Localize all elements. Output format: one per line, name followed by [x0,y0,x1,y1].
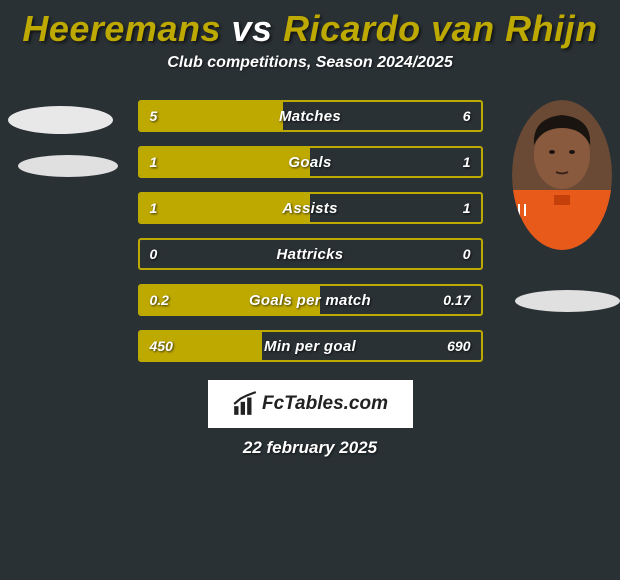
player2-name: Ricardo van Rhijn [283,8,598,49]
subtitle: Club competitions, Season 2024/2025 [0,54,620,72]
stat-label: Assists [140,194,481,222]
stat-row: 0.2Goals per match0.17 [138,284,483,316]
player1-name: Heeremans [22,8,221,49]
logo-box: FcTables.com [208,380,413,428]
stat-bars: 5Matches61Goals11Assists10Hattricks00.2G… [138,100,483,362]
stat-label: Min per goal [140,332,481,360]
stat-row: 1Assists1 [138,192,483,224]
stat-value-right: 6 [463,102,471,130]
stat-row: 0Hattricks0 [138,238,483,270]
stat-label: Hattricks [140,240,481,268]
date-line: 22 february 2025 [0,438,620,458]
stat-value-right: 0.17 [443,286,470,314]
logo-text: FcTables.com [262,393,388,415]
stat-row: 1Goals1 [138,146,483,178]
stat-value-right: 690 [447,332,470,360]
avatar-left-placeholder [8,106,113,134]
comparison-title: Heeremans vs Ricardo van Rhijn [0,0,620,54]
avatar-right-shadow [515,290,620,312]
vs-text: vs [232,8,273,49]
stat-row: 5Matches6 [138,100,483,132]
stat-value-right: 1 [463,148,471,176]
stat-row: 450Min per goal690 [138,330,483,362]
stat-label: Goals per match [140,286,481,314]
stat-label: Matches [140,102,481,130]
stat-label: Goals [140,148,481,176]
player-portrait-icon [512,100,612,250]
stat-value-right: 0 [463,240,471,268]
avatar-left-shadow [18,155,118,177]
chart-icon [232,391,258,417]
stat-value-right: 1 [463,194,471,222]
avatar-right [512,100,612,250]
content-area: 5Matches61Goals11Assists10Hattricks00.2G… [0,100,620,362]
